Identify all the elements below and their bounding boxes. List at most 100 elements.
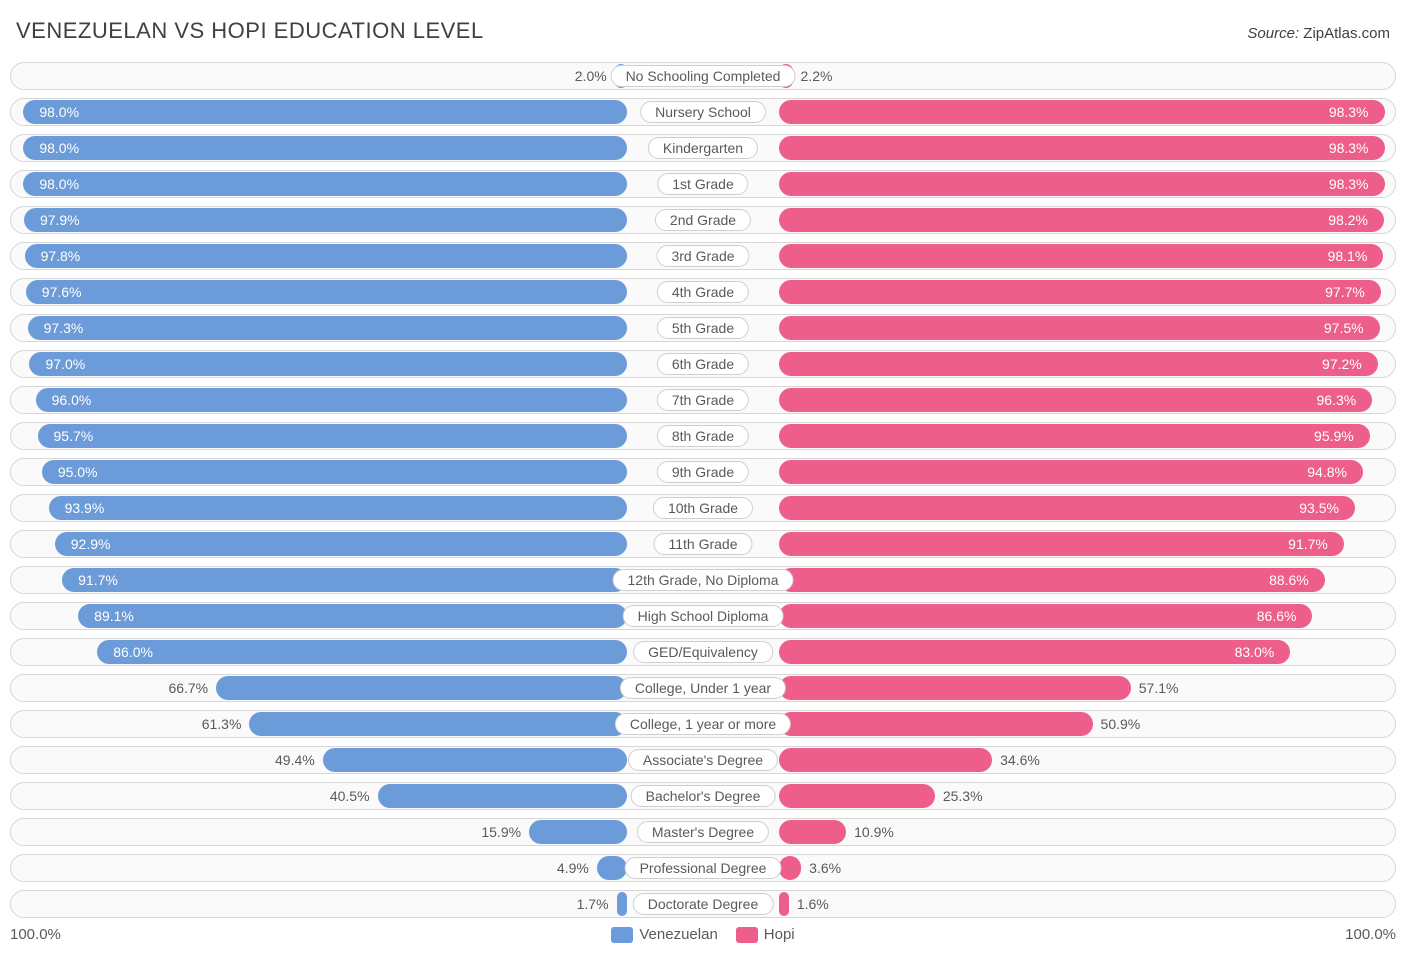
value-left: 92.9% <box>63 531 111 557</box>
legend-swatch-right <box>736 927 758 943</box>
value-right: 10.9% <box>854 819 894 845</box>
bar-right <box>779 532 1344 556</box>
bar-left <box>29 352 627 376</box>
source-name: ZipAtlas.com <box>1303 25 1390 42</box>
value-right: 25.3% <box>943 783 983 809</box>
value-left: 4.9% <box>557 855 589 881</box>
category-pill: 12th Grade, No Diploma <box>613 569 794 591</box>
chart-row: 95.0%94.8%9th Grade <box>10 458 1396 486</box>
chart-row: 98.0% 98.3% Kindergarten <box>10 134 1396 162</box>
category-pill: 8th Grade <box>657 425 749 447</box>
bar-right <box>779 244 1383 268</box>
legend-item-right: Hopi <box>736 926 795 943</box>
value-right: 1.6% <box>797 891 829 917</box>
value-left: 91.7% <box>70 567 118 593</box>
value-right: 96.3% <box>1317 387 1365 413</box>
bar-right <box>779 784 935 808</box>
value-left: 98.0% <box>31 171 79 197</box>
value-left: 97.6% <box>34 279 82 305</box>
value-right: 97.7% <box>1325 279 1373 305</box>
chart-row: 97.0%97.2%6th Grade <box>10 350 1396 378</box>
category-pill: 11th Grade <box>653 533 752 555</box>
value-right: 98.1% <box>1328 243 1376 269</box>
chart-row: 97.6% 97.7% 4th Grade <box>10 278 1396 306</box>
value-left: 97.8% <box>33 243 81 269</box>
chart-row: 93.9%93.5%10th Grade <box>10 494 1396 522</box>
bar-right <box>779 172 1385 196</box>
chart-row: 15.9%10.9%Master's Degree <box>10 818 1396 846</box>
value-right: 97.5% <box>1324 315 1372 341</box>
value-left: 40.5% <box>330 783 370 809</box>
value-left: 95.7% <box>46 423 94 449</box>
chart-row: 92.9%91.7%11th Grade <box>10 530 1396 558</box>
value-right: 98.2% <box>1328 207 1376 233</box>
category-pill: 3rd Grade <box>656 245 749 267</box>
value-right: 2.2% <box>801 63 833 89</box>
axis-label-right: 100.0% <box>795 926 1396 943</box>
bar-left <box>597 856 627 880</box>
value-right: 98.3% <box>1329 135 1377 161</box>
chart-source: Source: ZipAtlas.com <box>1247 25 1390 42</box>
category-pill: Kindergarten <box>648 137 758 159</box>
bar-left <box>38 424 628 448</box>
value-left: 89.1% <box>86 603 134 629</box>
value-left: 96.0% <box>44 387 92 413</box>
bar-right <box>779 892 789 916</box>
chart-row: 96.0% 96.3% 7th Grade <box>10 386 1396 414</box>
category-pill: Doctorate Degree <box>633 893 774 915</box>
chart-legend: Venezuelan Hopi <box>611 926 794 943</box>
bar-left <box>23 100 627 124</box>
bar-left <box>36 388 627 412</box>
source-label: Source: <box>1247 25 1299 42</box>
chart-row: 40.5% 25.3% Bachelor's Degree <box>10 782 1396 810</box>
value-right: 88.6% <box>1269 567 1317 593</box>
category-pill: 4th Grade <box>657 281 749 303</box>
legend-swatch-left <box>611 927 633 943</box>
bar-right <box>779 640 1290 664</box>
chart-row: 1.7% 1.6% Doctorate Degree <box>10 890 1396 918</box>
bar-right <box>779 352 1378 376</box>
value-left: 93.9% <box>57 495 105 521</box>
bar-left <box>23 136 627 160</box>
value-right: 50.9% <box>1101 711 1141 737</box>
value-left: 98.0% <box>31 135 79 161</box>
bar-left <box>78 604 627 628</box>
value-right: 95.9% <box>1314 423 1362 449</box>
value-left: 15.9% <box>481 819 521 845</box>
value-left: 1.7% <box>577 891 609 917</box>
bar-left <box>23 172 627 196</box>
bar-left <box>28 316 627 340</box>
chart-title: VENEZUELAN VS HOPI EDUCATION LEVEL <box>16 18 484 44</box>
value-left: 2.0% <box>575 63 607 89</box>
chart-row: 97.8% 98.1% 3rd Grade <box>10 242 1396 270</box>
chart-row: 4.9%3.6%Professional Degree <box>10 854 1396 882</box>
value-right: 83.0% <box>1235 639 1283 665</box>
legend-item-left: Venezuelan <box>611 926 717 943</box>
category-pill: No Schooling Completed <box>611 65 796 87</box>
value-right: 97.2% <box>1322 351 1370 377</box>
bar-left <box>216 676 627 700</box>
category-pill: 7th Grade <box>657 389 749 411</box>
bar-right <box>779 208 1384 232</box>
bar-left <box>249 712 627 736</box>
bar-right <box>779 388 1372 412</box>
value-left: 86.0% <box>105 639 153 665</box>
category-pill: 6th Grade <box>657 353 749 375</box>
bar-right <box>779 496 1355 520</box>
chart-row: 97.3%97.5%5th Grade <box>10 314 1396 342</box>
chart-row: 97.9%98.2%2nd Grade <box>10 206 1396 234</box>
bar-right <box>779 316 1380 340</box>
value-right: 93.5% <box>1299 495 1347 521</box>
value-right: 86.6% <box>1257 603 1305 629</box>
category-pill: College, Under 1 year <box>620 677 786 699</box>
bar-right <box>779 460 1363 484</box>
bar-left <box>62 568 627 592</box>
bar-right <box>779 100 1385 124</box>
bar-left <box>378 784 627 808</box>
bar-left <box>24 208 627 232</box>
chart-row: 95.7% 95.9% 8th Grade <box>10 422 1396 450</box>
value-left: 97.9% <box>32 207 80 233</box>
category-pill: Bachelor's Degree <box>631 785 776 807</box>
category-pill: 5th Grade <box>657 317 749 339</box>
bar-right <box>779 136 1385 160</box>
